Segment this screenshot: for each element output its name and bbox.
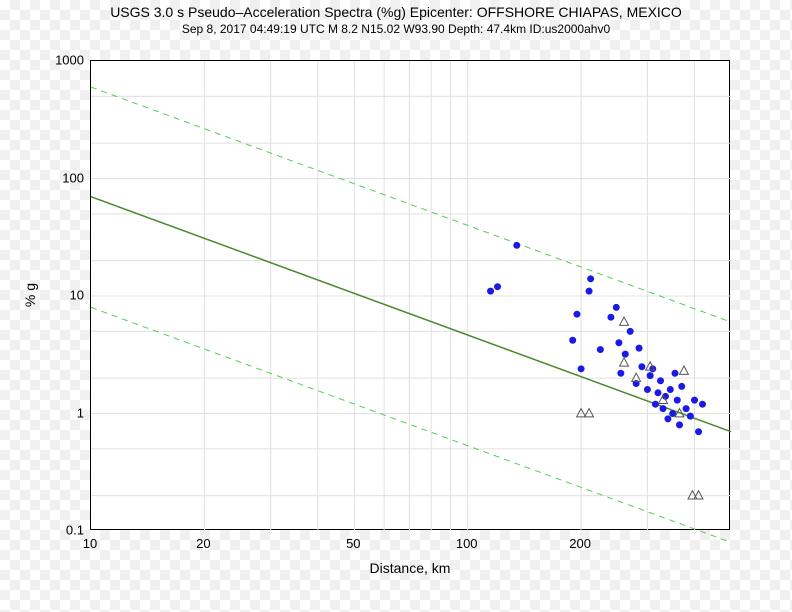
data-point-circle [586,288,593,295]
line-upper [91,87,731,322]
data-point-circle [638,363,645,370]
data-point-circle [487,288,494,295]
data-point-circle [699,401,706,408]
data-point-circle [617,370,624,377]
x-axis-label: Distance, km [370,560,451,576]
data-point-circle [569,337,576,344]
data-point-triangle [620,358,629,366]
data-point-circle [615,339,622,346]
data-point-triangle [620,317,629,325]
data-point-triangle [694,491,703,499]
data-point-circle [664,415,671,422]
data-point-circle [607,314,614,321]
data-point-circle [676,421,683,428]
data-point-circle [652,401,659,408]
y-axis-label: % g [22,283,38,307]
plot-area [90,60,730,530]
data-point-circle [622,351,629,358]
chart-subtitle: Sep 8, 2017 04:49:19 UTC M 8.2 N15.02 W9… [0,22,792,36]
data-point-circle [683,405,690,412]
data-point-circle [687,413,694,420]
data-point-circle [573,311,580,318]
data-point-circle [674,397,681,404]
chart-title: USGS 3.0 s Pseudo–Acceleration Spectra (… [0,4,792,20]
data-point-circle [587,275,594,282]
data-point-circle [654,389,661,396]
x-tick-label: 100 [456,536,478,551]
data-point-circle [647,372,654,379]
data-point-circle [644,386,651,393]
data-point-circle [597,346,604,353]
line-lower [91,307,731,542]
x-tick-label: 20 [196,536,210,551]
data-point-circle [494,283,501,290]
y-tick-label: 100 [34,170,84,185]
chart-container: USGS 3.0 s Pseudo–Acceleration Spectra (… [0,0,792,612]
data-point-circle [660,405,667,412]
data-point-circle [671,370,678,377]
line-median [91,197,731,432]
y-tick-label: 1 [34,405,84,420]
data-point-circle [678,383,685,390]
y-tick-label: 0.1 [34,523,84,538]
data-point-circle [578,365,585,372]
data-point-circle [691,397,698,404]
y-tick-label: 10 [34,288,84,303]
data-point-circle [513,242,520,249]
data-point-circle [657,377,664,384]
x-tick-label: 10 [83,536,97,551]
data-point-circle [667,386,674,393]
data-point-circle [695,428,702,435]
data-point-circle [613,304,620,311]
y-tick-label: 1000 [34,53,84,68]
plot-svg [91,61,731,531]
data-point-circle [636,345,643,352]
data-point-circle [627,328,634,335]
x-tick-label: 50 [346,536,360,551]
data-point-triangle [585,409,594,417]
x-tick-label: 200 [569,536,591,551]
data-point-triangle [688,491,697,499]
data-point-triangle [679,366,688,374]
